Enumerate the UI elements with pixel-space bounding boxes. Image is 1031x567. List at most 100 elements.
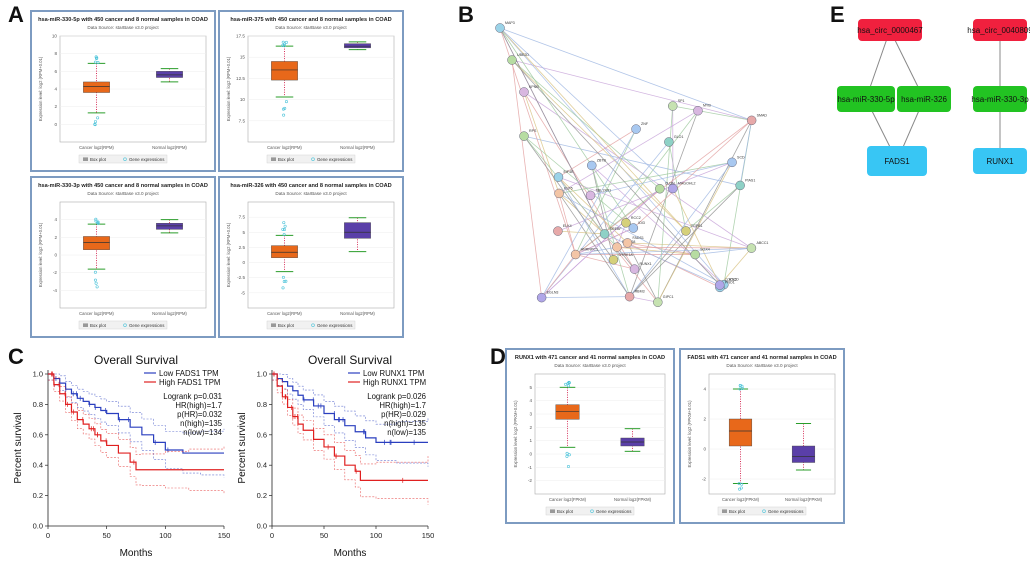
y-tick-label: 1 xyxy=(529,438,532,443)
y-tick-label: 3 xyxy=(529,412,532,417)
boxplot-svg: hsa-miR-330-5p with 450 cancer and 8 nor… xyxy=(32,12,214,170)
node-label: hsa-miR-326 xyxy=(901,95,947,104)
node-label: CDC42 xyxy=(725,278,737,282)
box xyxy=(556,405,579,420)
plot-area xyxy=(248,202,394,308)
y-tick-label: -4 xyxy=(53,288,58,293)
x-tick-label: 150 xyxy=(422,531,435,540)
y-tick-label: -5 xyxy=(241,290,246,295)
network-node xyxy=(715,281,724,290)
legend-swatch-box xyxy=(271,323,276,327)
chart-source: Data Source: starBase v3.0 project xyxy=(554,363,626,368)
legend-label: Box plot xyxy=(557,509,574,514)
node-label: MAP3 xyxy=(505,21,515,25)
node-label: RUNX1 xyxy=(640,262,652,266)
network-edge xyxy=(500,28,724,285)
node-label: KPNB xyxy=(529,85,539,89)
x-tick-label: Cancer log2(RPM) xyxy=(79,311,114,316)
node-label: hsa_circ_0040809 xyxy=(967,26,1030,35)
node-label: KLF5 xyxy=(564,186,573,190)
y-axis-label: Expression level: log2 (FPKM+0.01) xyxy=(513,400,518,468)
stat-label: p(HR)=0.029 xyxy=(381,410,426,419)
box xyxy=(156,223,182,229)
y-axis-label: Expression level: log2 (FPKM+0.01) xyxy=(687,400,692,468)
legend-label: Gene expressions xyxy=(129,157,165,162)
network-svg: MAP3UBE2DKPNBHNRNPC1IDI3ABCC1ELK4MAGOHL2… xyxy=(480,8,775,330)
box xyxy=(271,246,297,258)
y-tick-label: 0.6 xyxy=(257,430,267,439)
y-tick-label: 1.0 xyxy=(257,370,267,379)
y-tick-label: 6 xyxy=(54,69,57,74)
y-tick-label: 4 xyxy=(54,87,57,92)
boxplot-fads1: FADS1 with 471 cancer and 41 normal samp… xyxy=(679,348,845,524)
network-edge xyxy=(558,231,605,234)
legend-label: Box plot xyxy=(278,157,295,162)
y-axis-label: Expression level: log2 (RPM+0.01) xyxy=(38,222,43,287)
stat-label: n(high)=135 xyxy=(384,419,426,428)
plot-area xyxy=(535,374,665,494)
panel-label-d: D xyxy=(490,344,506,370)
network-node xyxy=(668,102,677,111)
node-label: SOX4 xyxy=(700,248,710,252)
y-axis-label: Percent survival xyxy=(237,412,248,483)
stat-label: Logrank p=0.031 xyxy=(163,392,222,401)
legend-swatch-box xyxy=(550,509,555,513)
box xyxy=(83,236,109,249)
network-node xyxy=(623,238,632,247)
panel-label-b: B xyxy=(458,2,474,28)
plot-area xyxy=(709,374,835,494)
y-tick-label: 0.2 xyxy=(33,491,43,500)
node-label: FADS1 xyxy=(884,157,910,166)
node-label: ELK4 xyxy=(563,224,572,228)
x-tick-label: Cancer log2(FPKM) xyxy=(722,497,760,502)
box xyxy=(344,223,370,239)
network-node xyxy=(571,250,580,259)
y-tick-label: 8 xyxy=(54,51,57,56)
boxplot-svg: FADS1 with 471 cancer and 41 normal samp… xyxy=(681,350,843,522)
legend-swatch-box xyxy=(83,157,88,161)
y-axis-label: Expression level: log2 (RPM+0.01) xyxy=(38,56,43,121)
y-tick-label: -2 xyxy=(53,270,58,275)
chart-title: hsa-miR-375 with 450 cancer and 8 normal… xyxy=(230,17,391,23)
chart-source: Data Source: starBase v3.0 project xyxy=(87,191,159,196)
y-tick-label: 0.8 xyxy=(33,400,43,409)
y-tick-label: 0.4 xyxy=(33,461,43,470)
box xyxy=(271,61,297,80)
chart-source: Data Source: starBase v3.0 project xyxy=(87,25,159,30)
legend-label: Gene expressions xyxy=(596,509,632,514)
node-label: GIPC1 xyxy=(663,295,674,299)
box xyxy=(792,446,815,463)
node-label: RCC2 xyxy=(631,216,641,220)
node-label: RUNX1 xyxy=(986,157,1014,166)
network-edge xyxy=(740,120,751,185)
y-tick-label: 7.5 xyxy=(239,118,246,123)
network-node xyxy=(747,116,756,125)
node-label: GLO1 xyxy=(674,135,684,139)
network-node xyxy=(555,189,564,198)
chart-title: RUNX1 with 471 cancer and 41 normal samp… xyxy=(515,355,665,361)
network-edge xyxy=(524,136,605,234)
y-tick-label: 5 xyxy=(529,385,532,390)
chart-title: Overall Survival xyxy=(308,353,392,367)
network-node xyxy=(586,191,595,200)
network-node xyxy=(693,106,702,115)
x-tick-label: 100 xyxy=(370,531,383,540)
node-label: RPS xyxy=(529,129,537,133)
x-tick-label: Normal log2(RPM) xyxy=(152,145,187,150)
stat-label: HR(high)=1.7 xyxy=(175,401,222,410)
legend-swatch-box xyxy=(271,157,276,161)
network-node xyxy=(553,227,562,236)
legend-label: Box plot xyxy=(278,323,295,328)
y-tick-label: 4 xyxy=(54,217,57,222)
chart-title: hsa-miR-326 with 450 cancer and 8 normal… xyxy=(230,183,391,189)
network-edge xyxy=(630,111,698,297)
y-tick-label: 2 xyxy=(703,417,706,422)
chart-title: hsa-miR-330-5p with 450 cancer and 8 nor… xyxy=(38,17,208,23)
network-edge xyxy=(512,60,752,120)
y-tick-label: 0 xyxy=(242,260,245,265)
chart-source: Data Source: starBase v3.0 project xyxy=(275,191,347,196)
